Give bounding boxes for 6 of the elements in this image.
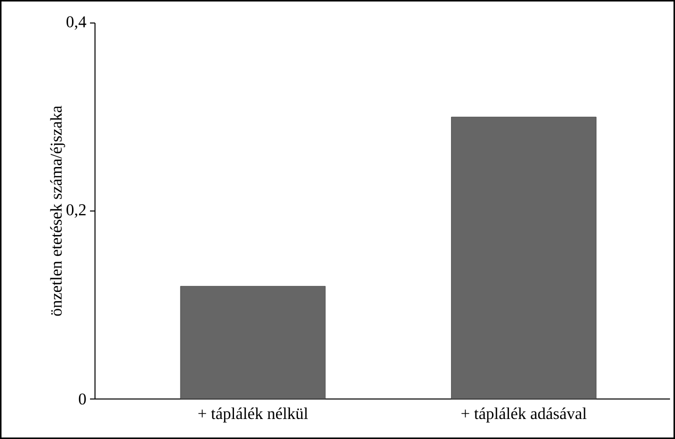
y-tick-label: 0 bbox=[78, 393, 86, 405]
x-tick-label: + táplálék adásával bbox=[462, 408, 586, 422]
y-axis-title: önzetlen etetések száma/éjszaka bbox=[50, 106, 66, 316]
x-tick-label: + táplálék nélkül bbox=[198, 408, 308, 422]
y-tick-label: 0,4 bbox=[66, 16, 86, 30]
y-tick-label: 0,2 bbox=[66, 204, 86, 218]
